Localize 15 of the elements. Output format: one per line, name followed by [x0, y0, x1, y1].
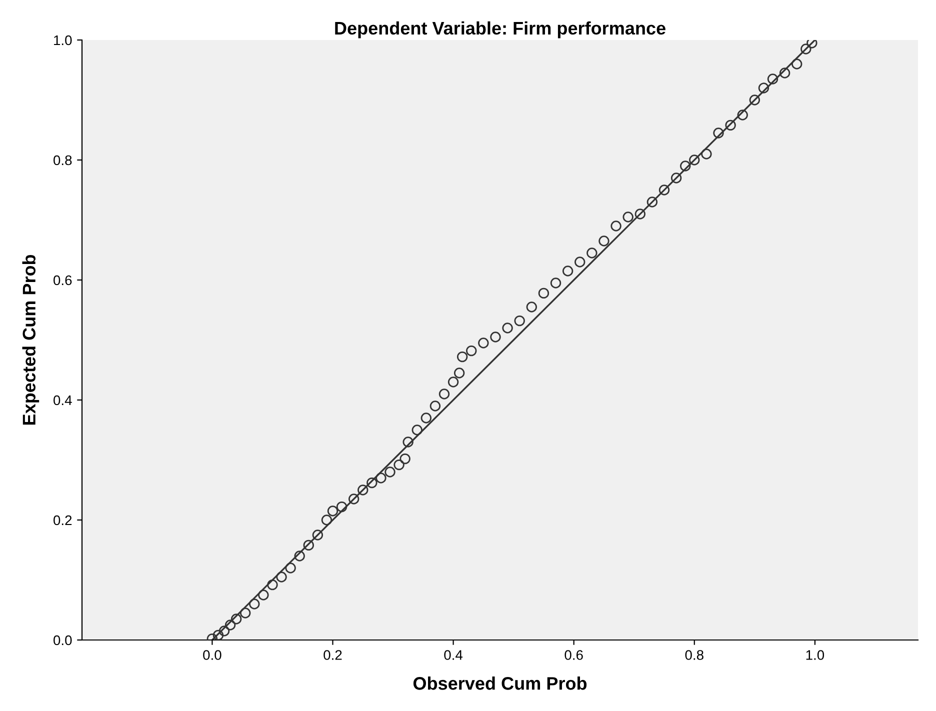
y-tick-label: 0.6 — [54, 275, 72, 286]
x-tick-label: 0.2 — [324, 650, 342, 660]
x-tick-label: 0.8 — [685, 650, 704, 660]
x-tick-label: 1.0 — [806, 650, 824, 660]
x-tick-label: 0.4 — [444, 650, 463, 660]
x-axis-title: Observed Cum Prob — [413, 676, 587, 690]
y-tick-label: 0.2 — [54, 515, 72, 526]
chart-title: Dependent Variable: Firm performance — [335, 21, 666, 38]
y-tick-label: 0.4 — [54, 395, 72, 406]
y-tick-label: 0.8 — [54, 155, 72, 166]
x-tick-label: 0.6 — [564, 650, 583, 660]
y-axis-title: Expected Cum Prob — [22, 254, 40, 425]
y-tick-label: 0.0 — [54, 635, 72, 646]
y-tick-label: 1.0 — [54, 35, 72, 46]
x-tick-label: 0.0 — [203, 650, 222, 660]
